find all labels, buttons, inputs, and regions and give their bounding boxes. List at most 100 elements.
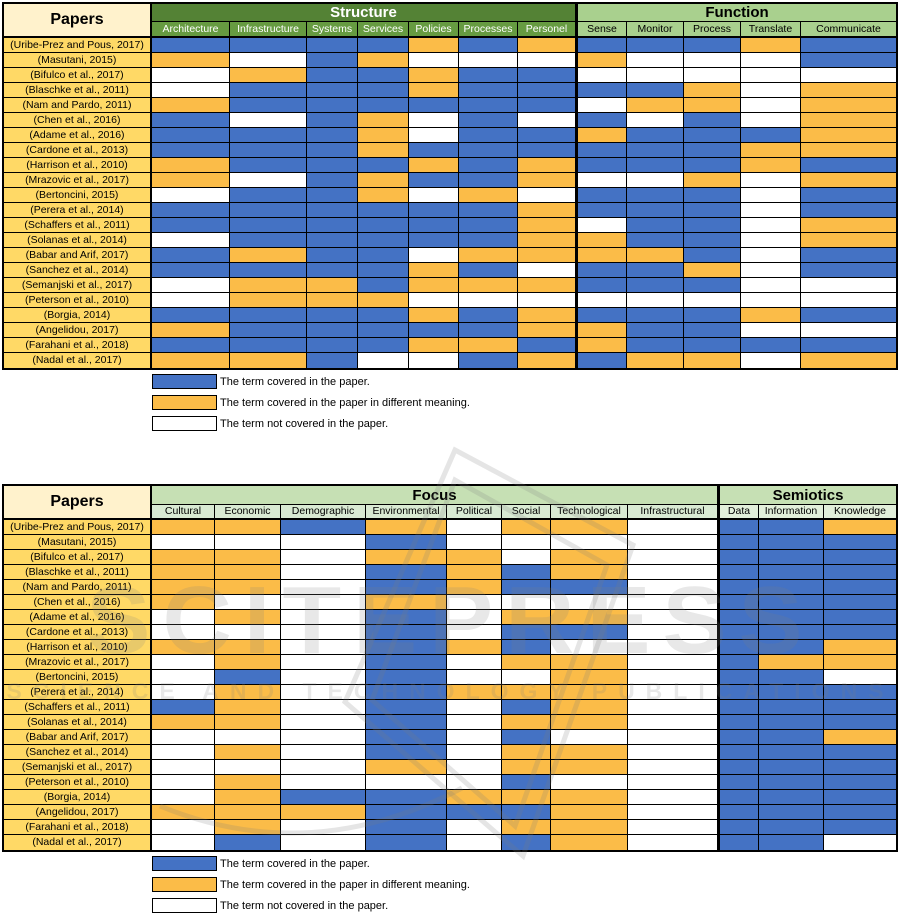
matrix-cell-covered-in-different-meaning <box>551 790 628 805</box>
paper-label: (Babar and Arif, 2017) <box>4 248 152 263</box>
matrix-cell-covered-in-different-meaning <box>801 98 896 113</box>
matrix-cell-covered <box>502 580 551 595</box>
paper-label: (Borgia, 2014) <box>4 790 152 805</box>
matrix-cell-not-covered <box>551 640 628 655</box>
matrix-cell-covered <box>576 308 627 323</box>
matrix-cell-covered-in-different-meaning <box>551 610 628 625</box>
matrix-cell-not-covered <box>358 353 409 368</box>
matrix-cell-covered <box>366 715 447 730</box>
matrix-cell-covered-in-different-meaning <box>502 610 551 625</box>
matrix-cell-covered <box>230 233 307 248</box>
matrix-cell-covered-in-different-meaning <box>627 353 684 368</box>
matrix-cell-covered <box>358 338 409 353</box>
matrix-cell-not-covered <box>824 835 896 850</box>
paper-label: (Masutani, 2015) <box>4 53 152 68</box>
legend-item-covered: The term covered in the paper. <box>152 374 470 389</box>
matrix-cell-covered <box>459 218 518 233</box>
matrix-cell-not-covered <box>152 68 230 83</box>
matrix-cell-not-covered <box>152 610 215 625</box>
legend-label: The term covered in the paper in differe… <box>220 396 470 409</box>
paper-label: (Mrazovic et al., 2017) <box>4 173 152 188</box>
matrix-cell-not-covered <box>741 218 801 233</box>
matrix-cell-covered <box>366 610 447 625</box>
matrix-cell-covered <box>366 745 447 760</box>
matrix-cell-covered <box>801 158 896 173</box>
matrix-cell-covered <box>627 233 684 248</box>
matrix-cell-covered-in-different-meaning <box>684 83 741 98</box>
matrix-cell-covered-in-different-meaning <box>409 308 459 323</box>
matrix-cell-covered-in-different-meaning <box>152 353 230 368</box>
matrix-cell-covered <box>718 595 759 610</box>
matrix-cell-not-covered <box>824 670 896 685</box>
matrix-cell-covered <box>718 565 759 580</box>
matrix-cell-covered-in-different-meaning <box>409 68 459 83</box>
matrix-cell-covered <box>627 263 684 278</box>
matrix-cell-not-covered <box>447 775 502 790</box>
paper-label: (Bifulco et al., 2017) <box>4 550 152 565</box>
matrix-cell-covered <box>824 745 896 760</box>
matrix-cell-covered-in-different-meaning <box>684 263 741 278</box>
matrix-cell-covered <box>152 308 230 323</box>
matrix-cell-covered <box>824 775 896 790</box>
paper-label: (Sanchez et al., 2014) <box>4 745 152 760</box>
matrix-cell-covered <box>307 38 358 53</box>
matrix-cell-covered <box>684 233 741 248</box>
legend-item-not-covered: The term not covered in the paper. <box>152 416 470 431</box>
matrix-cell-covered <box>759 580 824 595</box>
matrix-cell-covered <box>459 98 518 113</box>
matrix-cell-covered-in-different-meaning <box>502 745 551 760</box>
matrix-cell-covered <box>307 113 358 128</box>
matrix-cell-covered-in-different-meaning <box>215 565 281 580</box>
matrix-cell-covered-in-different-meaning <box>518 308 576 323</box>
matrix-cell-covered <box>718 535 759 550</box>
matrix-cell-covered <box>759 745 824 760</box>
matrix-cell-covered <box>409 143 459 158</box>
paper-label: (Bertoncini, 2015) <box>4 188 152 203</box>
column-header-political: Political <box>447 505 502 520</box>
matrix-cell-covered-in-different-meaning <box>215 745 281 760</box>
matrix-cell-covered <box>358 218 409 233</box>
matrix-cell-covered <box>801 308 896 323</box>
matrix-cell-not-covered <box>459 293 518 308</box>
matrix-cell-covered <box>447 805 502 820</box>
matrix-cell-not-covered <box>152 730 215 745</box>
matrix-cell-covered <box>152 203 230 218</box>
column-header-environmental: Environmental <box>366 505 447 520</box>
paper-label: (Masutani, 2015) <box>4 535 152 550</box>
matrix-cell-not-covered <box>409 128 459 143</box>
matrix-cell-covered <box>366 835 447 850</box>
matrix-cell-not-covered <box>366 775 447 790</box>
group-header-semiotics: Semiotics <box>718 486 896 505</box>
matrix-cell-not-covered <box>447 715 502 730</box>
matrix-cell-not-covered <box>576 68 627 83</box>
matrix-cell-not-covered <box>152 790 215 805</box>
matrix-cell-covered <box>307 173 358 188</box>
matrix-cell-not-covered <box>551 595 628 610</box>
matrix-cell-not-covered <box>628 745 718 760</box>
matrix-cell-not-covered <box>801 68 896 83</box>
matrix-cell-covered <box>759 595 824 610</box>
matrix-cell-covered-in-different-meaning <box>215 685 281 700</box>
matrix-cell-not-covered <box>281 685 366 700</box>
matrix-cell-covered <box>718 835 759 850</box>
matrix-cell-not-covered <box>281 580 366 595</box>
matrix-cell-covered <box>684 278 741 293</box>
matrix-cell-not-covered <box>152 233 230 248</box>
matrix-cell-not-covered <box>281 775 366 790</box>
matrix-cell-covered-in-different-meaning <box>215 640 281 655</box>
matrix-cell-covered <box>459 173 518 188</box>
matrix-cell-not-covered <box>447 760 502 775</box>
matrix-cell-covered <box>759 715 824 730</box>
matrix-cell-covered <box>307 143 358 158</box>
matrix-cell-not-covered <box>628 625 718 640</box>
matrix-cell-covered-in-different-meaning <box>576 338 627 353</box>
matrix-cell-covered-in-different-meaning <box>551 805 628 820</box>
matrix-cell-not-covered <box>627 53 684 68</box>
matrix-cell-covered-in-different-meaning <box>230 278 307 293</box>
covered-swatch <box>152 374 217 389</box>
matrix-cell-covered-in-different-meaning <box>824 520 896 535</box>
group-header-structure: Structure <box>152 4 576 22</box>
matrix-cell-not-covered <box>627 173 684 188</box>
paper-label: (Harrison et al., 2010) <box>4 640 152 655</box>
matrix-cell-covered <box>152 143 230 158</box>
